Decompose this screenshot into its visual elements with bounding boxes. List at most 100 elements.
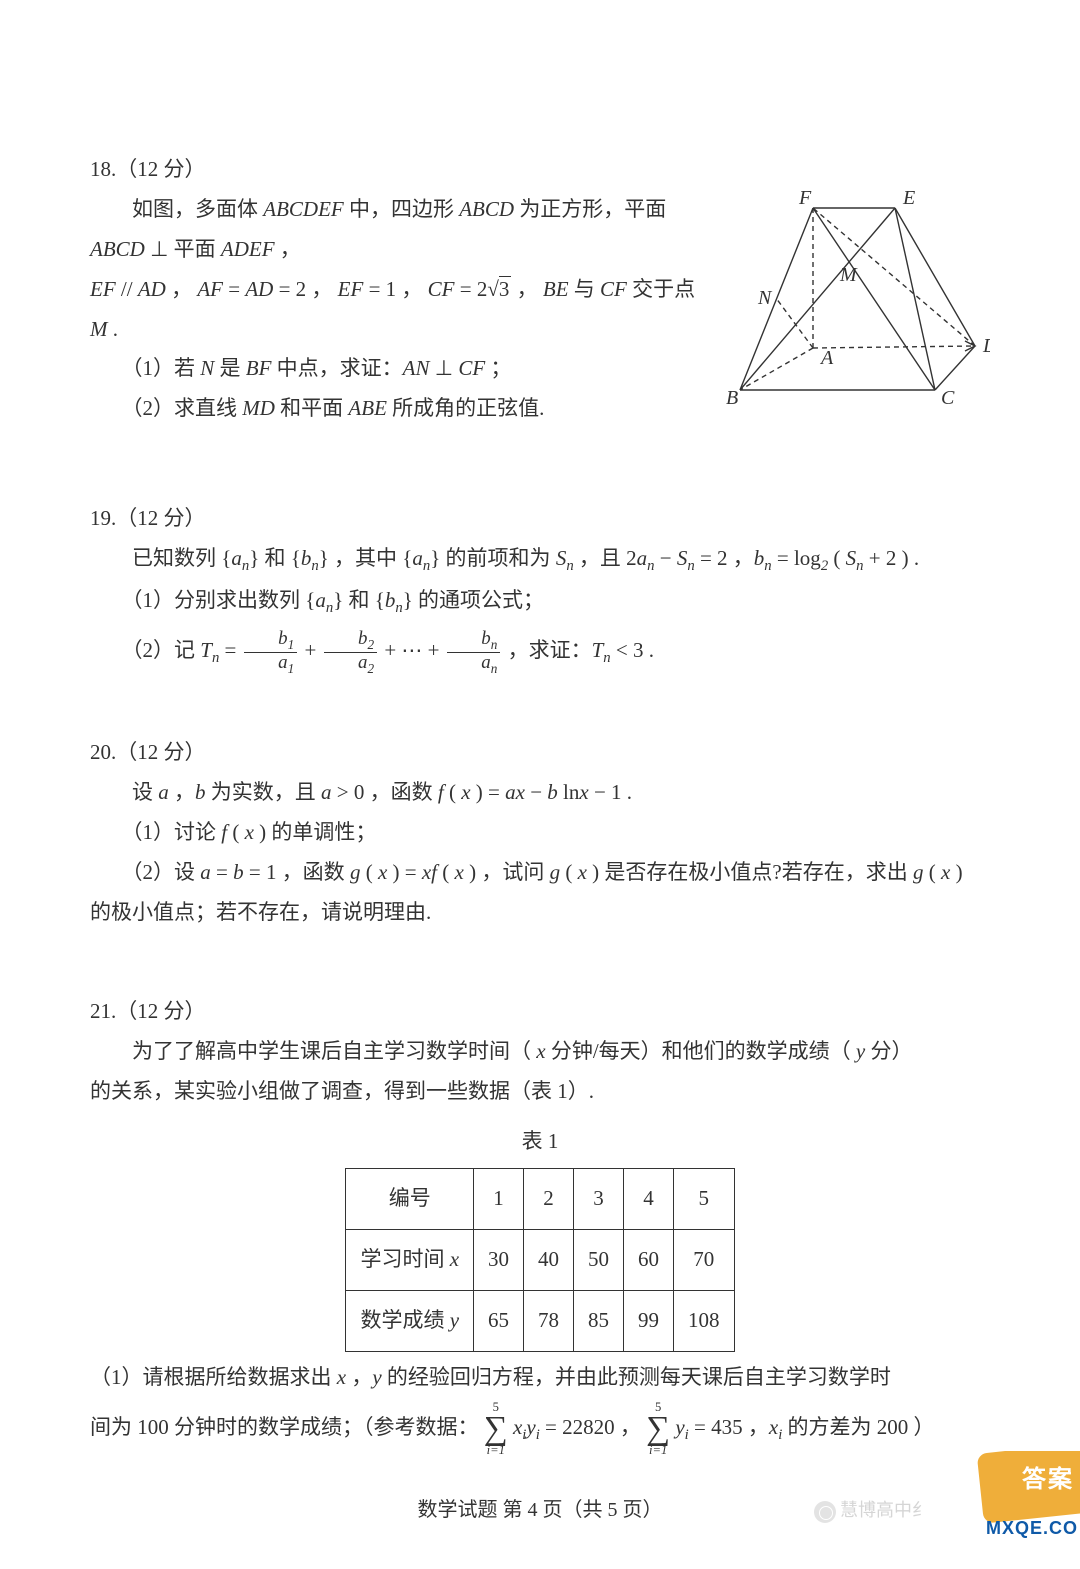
sum-bot: i=1 xyxy=(646,1444,670,1457)
var: ABCD xyxy=(90,237,145,261)
var: b xyxy=(195,780,206,804)
table-cell: 108 xyxy=(674,1290,735,1351)
table-cell: 50 xyxy=(574,1229,624,1290)
txt: // xyxy=(116,277,138,301)
txt: = 2 ， xyxy=(695,546,754,570)
q20-part1: （1）讨论 f ( x ) 的单调性； xyxy=(90,813,990,853)
sub: n xyxy=(687,558,694,574)
var: a xyxy=(158,780,169,804)
txt: （1）讨论 xyxy=(122,820,222,844)
var: a xyxy=(321,780,332,804)
txt: ， xyxy=(346,1365,372,1389)
txt: （2）求直线 xyxy=(122,396,243,420)
var: x xyxy=(461,780,470,804)
var: x xyxy=(455,860,464,884)
txt: ⊥ xyxy=(145,237,174,261)
table-header-cell: 4 xyxy=(624,1168,674,1229)
txt: 如图，多面体 xyxy=(132,197,263,221)
var: CF xyxy=(428,277,455,301)
txt: ( xyxy=(444,780,462,804)
sub: n xyxy=(395,600,402,616)
q20-header: 20.（12 分） xyxy=(90,733,990,773)
txt: ) xyxy=(464,860,482,884)
var: b xyxy=(547,780,558,804)
var: b xyxy=(754,546,765,570)
txt: = log xyxy=(772,546,821,570)
sub: n xyxy=(311,558,318,574)
var: x xyxy=(579,780,588,804)
txt: 的经验回归方程，并由此预测每天课后自主学习数学时 xyxy=(382,1365,891,1389)
var: y xyxy=(372,1365,381,1389)
txt: ) xyxy=(387,860,405,884)
den: a1 xyxy=(244,653,298,676)
q19-part2: （2）记 Tn = b1a1 + b2a2 + ⋯ + bnan ，求证：Tn … xyxy=(90,623,990,678)
txt: 为了了解高中学生课后自主学习数学时间（ xyxy=(132,1039,536,1063)
table-header-cell: 2 xyxy=(524,1168,574,1229)
txt: （1）分别求出数列 { xyxy=(122,588,316,612)
txt: 所成角的正弦值. xyxy=(387,396,545,420)
txt: ⊥ xyxy=(430,356,459,380)
var: g xyxy=(350,860,361,884)
var: AD xyxy=(138,277,166,301)
txt: ； xyxy=(485,356,511,380)
q21-header: 21.（12 分） xyxy=(90,992,990,1032)
svg-text:B: B xyxy=(726,387,738,409)
table-cell: 数学成绩 y xyxy=(346,1290,474,1351)
num: bn xyxy=(447,629,501,653)
svg-text:F: F xyxy=(798,187,812,209)
txt: = 1 ， xyxy=(363,277,427,301)
txt: ， xyxy=(169,780,195,804)
var: y xyxy=(856,1039,865,1063)
txt: = xyxy=(211,860,233,884)
txt: （1）请根据所给数据求出 xyxy=(90,1365,337,1389)
txt: 的方差为 200 ） xyxy=(782,1415,934,1439)
svg-text:M: M xyxy=(839,264,858,286)
svg-text:D: D xyxy=(982,335,990,357)
q19-body-line1: 已知数列 {an} 和 {bn} ，其中 {an} 的前项和为 Sn ，且 2a… xyxy=(90,539,990,581)
svg-text:A: A xyxy=(819,347,834,369)
watermark-label2: MXQE.CO xyxy=(986,1511,1078,1545)
val: 1 xyxy=(266,860,277,884)
var: BF xyxy=(246,356,272,380)
txt: > 0 ，函数 xyxy=(332,780,438,804)
sub: n xyxy=(647,558,654,574)
q19-part1: （1）分别求出数列 {an} 和 {bn} 的通项公式； xyxy=(90,581,990,623)
txt: + xyxy=(304,638,321,662)
txt: 的单调性； xyxy=(271,820,376,844)
table-cell: 30 xyxy=(474,1229,524,1290)
txt: } 的通项公式； xyxy=(403,588,544,612)
svg-text:N: N xyxy=(757,287,773,309)
var: ABE xyxy=(348,396,386,420)
txt: ( xyxy=(828,546,846,570)
txt: ，且 2 xyxy=(574,546,637,570)
txt: . xyxy=(909,546,920,570)
var: M xyxy=(90,317,108,341)
txt: = 2 xyxy=(455,277,488,301)
var: b xyxy=(385,588,396,612)
txt: < 3 . xyxy=(611,638,654,662)
var: ABCDEF xyxy=(263,197,343,221)
watermark-right: 答案 MXQE.CO xyxy=(960,1451,1080,1551)
txt: = xyxy=(223,277,245,301)
txt: 已知数列 { xyxy=(132,546,231,570)
txt: 设 xyxy=(132,780,158,804)
txt: ) xyxy=(254,820,272,844)
var: T xyxy=(592,638,604,662)
var: x xyxy=(337,1365,346,1389)
var: y xyxy=(675,1415,684,1439)
txt: ， xyxy=(275,237,301,261)
var: MD xyxy=(242,396,275,420)
svg-text:C: C xyxy=(941,387,955,409)
txt: 中点，求证： xyxy=(271,356,402,380)
num: b1 xyxy=(244,629,298,653)
q21-body-line2: 的关系，某实验小组做了调查，得到一些数据（表 1）. xyxy=(90,1072,990,1112)
txt: = 435 ， xyxy=(689,1415,769,1439)
txt: （2）记 xyxy=(122,638,201,662)
txt: ( xyxy=(227,820,245,844)
var: a xyxy=(412,546,423,570)
q19-header: 19.（12 分） xyxy=(90,499,990,539)
table-cell: 78 xyxy=(524,1290,574,1351)
txt: 间为 100 分钟时的数学成绩；（参考数据： xyxy=(90,1415,479,1439)
txt: = xyxy=(488,780,505,804)
txt: 是 xyxy=(214,356,246,380)
